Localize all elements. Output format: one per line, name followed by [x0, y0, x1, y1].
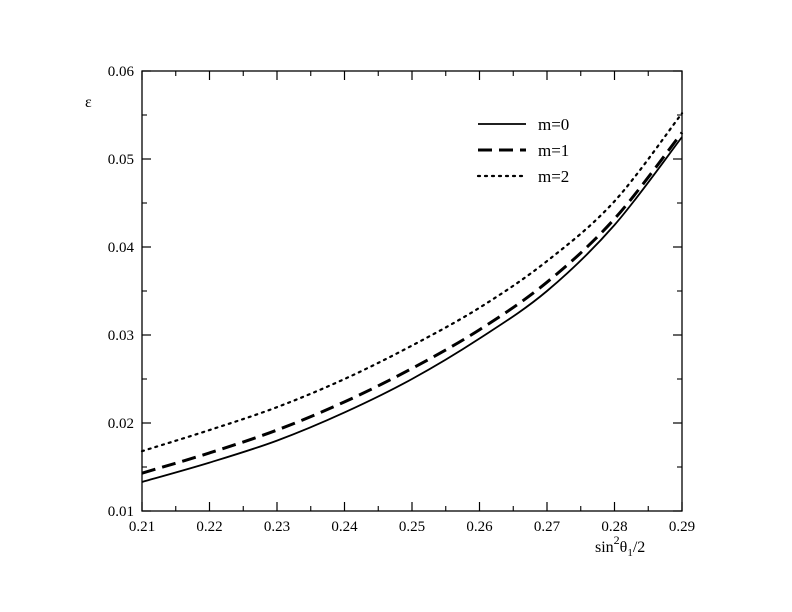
x-tick-label: 0.26	[466, 519, 493, 535]
x-axis-label-prefix: sin	[595, 539, 614, 556]
y-axis-label: ε	[85, 94, 92, 111]
x-tick-label: 0.25	[399, 519, 425, 535]
y-tick-label: 0.06	[108, 64, 135, 80]
x-tick-label: 0.28	[601, 519, 627, 535]
legend-label: m=1	[538, 141, 569, 160]
series-line	[140, 112, 684, 453]
y-tick-label: 0.04	[108, 240, 135, 256]
y-tick-label: 0.03	[108, 328, 134, 344]
x-axis-label-sup: 2	[614, 533, 620, 547]
legend-label: m=0	[538, 115, 569, 134]
legend-label: m=2	[538, 167, 569, 186]
y-tick-label: 0.01	[108, 504, 134, 520]
x-axis-label-sub: 1	[627, 547, 633, 559]
legend: m=0 m=1 m=2	[476, 115, 569, 186]
x-tick-label: 0.24	[331, 519, 358, 535]
x-axis-label: sin2θ1/2	[595, 533, 645, 559]
series-line	[141, 136, 683, 483]
y-tick-label: 0.02	[108, 416, 134, 432]
x-axis-label-suffix: /2	[633, 539, 645, 556]
x-axis-label-main: θ	[620, 539, 628, 556]
x-tick-label: 0.29	[669, 519, 695, 535]
series-line	[141, 131, 684, 475]
x-tick-labels: 0.21 0.22 0.23 0.24 0.25 0.26 0.27 0.28 0.29	[129, 519, 695, 535]
x-tick-label: 0.27	[534, 519, 561, 535]
axis-ticks	[141, 70, 683, 512]
plot-frame	[141, 70, 683, 512]
x-tick-label: 0.22	[196, 519, 222, 535]
y-tick-labels: 0.01 0.02 0.03 0.04 0.05 0.06	[108, 64, 135, 520]
x-tick-label: 0.21	[129, 519, 155, 535]
x-tick-label: 0.23	[264, 519, 290, 535]
curves	[140, 112, 684, 483]
y-tick-label: 0.05	[108, 152, 134, 168]
